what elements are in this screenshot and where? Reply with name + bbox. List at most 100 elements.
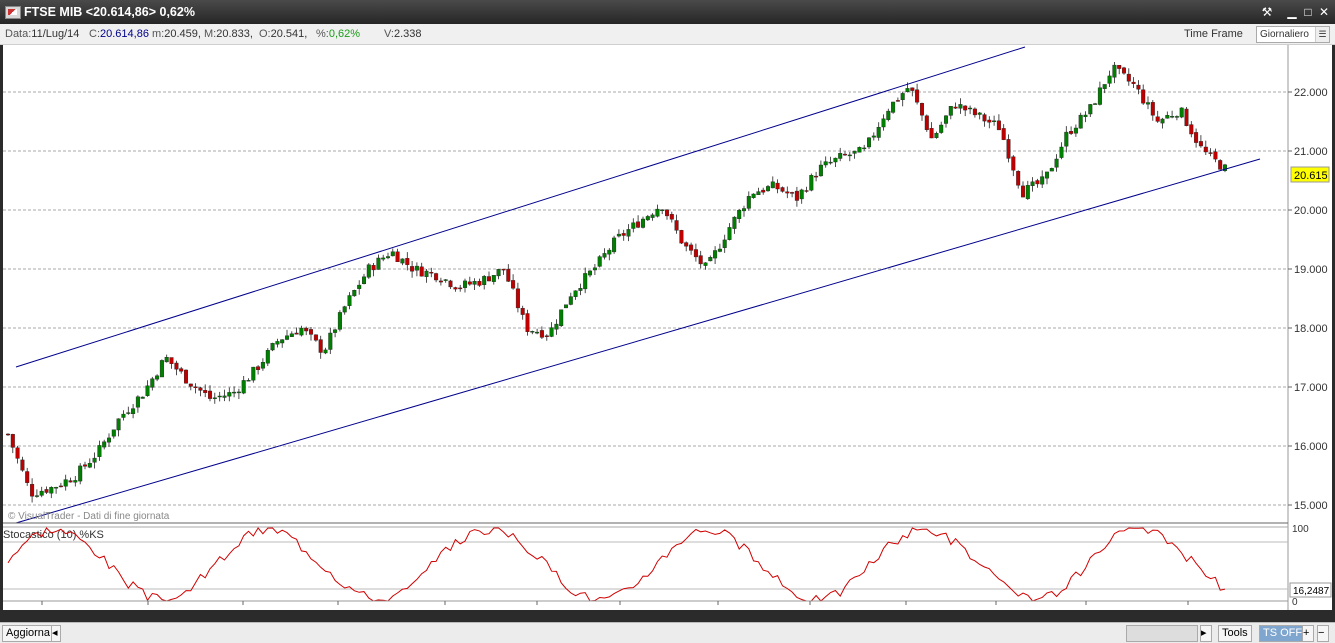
candle-body <box>655 208 660 217</box>
candle-body <box>39 490 44 496</box>
candle-body <box>785 191 790 194</box>
candle-body <box>135 396 140 408</box>
candle-body <box>881 118 886 128</box>
candle-body <box>804 190 809 192</box>
candle-body <box>626 229 631 237</box>
candle-body <box>289 333 294 337</box>
candle-body <box>766 186 771 192</box>
candle-body <box>977 112 982 115</box>
candle-body <box>68 480 73 483</box>
zoom-in-button[interactable]: + <box>1302 625 1314 642</box>
price-chart-svg[interactable]: 22.000 21.000 20.000 19.000 18.000 17.000 16.0… <box>3 45 1332 623</box>
candle-body <box>82 464 87 467</box>
chart-area[interactable]: 22.000 21.000 20.000 19.000 18.000 17.000 16.0… <box>3 45 1332 623</box>
candle-body <box>183 369 188 384</box>
scroll-left-button[interactable]: ◂ <box>51 625 61 642</box>
time-frame-select[interactable]: Giornaliero ☰ <box>1256 26 1330 43</box>
candle-body <box>207 390 212 399</box>
candle-body <box>313 334 318 341</box>
candle-body <box>578 287 583 291</box>
candle-body <box>535 331 540 334</box>
candle-body <box>410 266 415 272</box>
candle-body <box>323 349 328 354</box>
candle-body <box>1222 164 1227 171</box>
tools-wrench-icon[interactable]: ⚒ <box>1261 5 1273 19</box>
candle-body <box>1165 115 1170 119</box>
upper-channel-line[interactable] <box>15 46 1026 368</box>
maximize-button[interactable]: □ <box>1304 5 1312 19</box>
candle-body <box>1194 132 1199 143</box>
candle-body <box>703 262 708 266</box>
candle-body <box>347 295 352 307</box>
lower-channel-line[interactable] <box>15 158 1261 524</box>
candle-body <box>592 267 597 271</box>
minimize-button[interactable]: ▁ <box>1287 5 1297 19</box>
candle-body <box>1189 124 1194 135</box>
candle-body <box>352 289 357 297</box>
candle-body <box>1040 176 1045 185</box>
candle-body <box>111 429 116 437</box>
app-icon <box>5 6 21 19</box>
last-price-tag <box>1290 166 1330 183</box>
candle-body <box>116 418 121 431</box>
candle-body <box>944 115 949 124</box>
candle-body <box>1069 130 1074 134</box>
candle-body <box>751 193 756 198</box>
candle-body <box>443 279 448 281</box>
candle-body <box>708 256 713 262</box>
candle-body <box>400 258 405 264</box>
candle-body <box>939 124 944 133</box>
candle-body <box>602 253 607 258</box>
candle-body <box>530 331 535 333</box>
candle-body <box>934 132 939 138</box>
candle-body <box>1184 108 1189 126</box>
candle-body <box>1097 87 1102 105</box>
candle-body <box>823 161 828 166</box>
candle-body <box>337 312 342 330</box>
close-button[interactable]: ✕ <box>1318 5 1330 19</box>
candle-body <box>511 280 516 289</box>
candle-body <box>270 343 275 351</box>
candle-body <box>616 233 621 237</box>
candle-body <box>246 380 251 382</box>
candle-body <box>756 191 761 196</box>
scroll-right-button[interactable]: ▸ <box>1200 625 1212 642</box>
tools-button[interactable]: Tools <box>1218 625 1252 642</box>
grid-lines <box>3 91 1288 506</box>
candle-body <box>621 233 626 236</box>
candle-body <box>1006 139 1011 159</box>
candle-body <box>1121 67 1126 74</box>
candle-body <box>948 106 953 116</box>
candle-body <box>775 182 780 190</box>
candle-body <box>790 192 795 194</box>
candle-body <box>838 153 843 159</box>
candle-body <box>414 265 419 271</box>
candle-body <box>713 250 718 259</box>
y-tick-label: 19.000 <box>1294 264 1328 276</box>
candle-body <box>833 157 838 163</box>
candle-body <box>924 115 929 131</box>
candle-body <box>770 181 775 189</box>
stochastic-line <box>7 527 1226 602</box>
candle-body <box>665 209 670 217</box>
candle-body <box>212 397 217 399</box>
chevron-down-icon[interactable]: ☰ <box>1315 27 1329 42</box>
candle-body <box>982 114 987 122</box>
candle-body <box>294 332 299 335</box>
update-button[interactable]: Aggiorna <box>2 625 55 642</box>
candle-body <box>174 362 179 370</box>
candle-body <box>1203 146 1208 153</box>
candle-body <box>34 495 39 497</box>
horizontal-scrollbar-thumb[interactable] <box>1126 625 1198 642</box>
ts-off-button[interactable]: TS OFF <box>1259 625 1307 642</box>
candle-body <box>843 153 848 156</box>
candle-body <box>376 257 381 270</box>
zoom-out-button[interactable]: − <box>1317 625 1329 642</box>
volume-label: V: <box>384 28 394 40</box>
candlesticks <box>6 62 1227 503</box>
candle-body <box>641 218 646 228</box>
candle-body <box>419 266 424 277</box>
candle-body <box>588 270 593 276</box>
candle-body <box>140 396 145 399</box>
candle-body <box>891 101 896 113</box>
